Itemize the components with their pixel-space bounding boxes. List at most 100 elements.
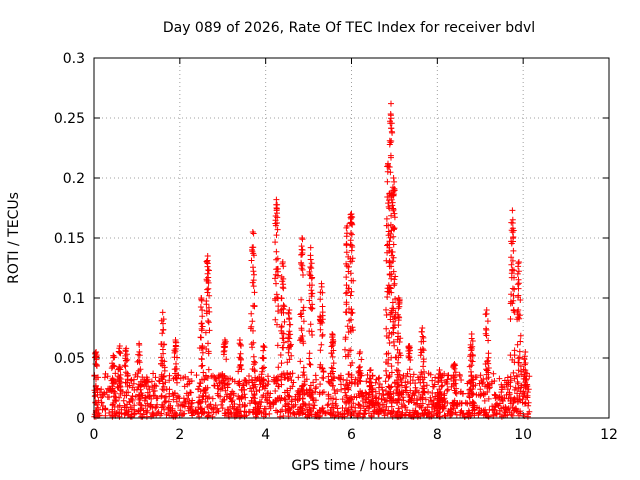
data-point [317,381,324,388]
data-point [380,392,387,399]
data-point [187,404,193,411]
data-point [407,357,414,363]
data-point [205,340,211,347]
data-point [258,399,265,406]
chart-title: Day 089 of 2026, Rate Of TEC Index for r… [163,20,535,36]
data-point [406,366,413,373]
y-tick-label: 0.1 [63,291,85,307]
data-point [328,409,335,416]
data-point [469,352,476,359]
data-point [288,397,295,403]
data-point [391,280,398,287]
data-point [114,376,121,383]
data-point [295,374,302,381]
data-point [366,390,373,396]
data-point [385,334,392,341]
data-point [516,312,523,319]
data-point [458,388,464,395]
data-point [433,404,440,411]
data-point [149,404,156,410]
data-point [417,346,424,353]
data-point [404,370,411,377]
data-point [145,383,152,390]
data-point [131,410,138,417]
data-point [274,321,280,328]
data-point [273,248,280,255]
data-point [238,394,245,401]
data-point [303,376,310,383]
data-point [199,313,206,320]
data-point [358,356,365,363]
data-point [387,112,394,119]
data-point [393,377,400,384]
data-point [375,410,382,417]
data-point [320,368,327,375]
data-point [315,410,322,416]
data-point [128,411,135,418]
data-point [309,301,316,308]
data-point [445,408,452,414]
data-point [485,413,492,420]
data-point [485,354,492,361]
data-point [251,252,257,259]
y-tick-label: 0.25 [54,111,85,127]
data-point [272,295,279,302]
data-point [251,303,258,310]
data-point [204,286,211,293]
data-point [470,390,477,397]
data-point [290,409,297,416]
data-point [135,370,141,377]
data-point [385,160,391,167]
data-point [298,296,305,303]
data-point [316,413,323,420]
data-point [435,375,442,382]
data-point [203,310,210,317]
data-point [324,402,331,409]
data-point [394,346,401,353]
data-point [341,385,348,392]
data-point [477,372,484,379]
data-point [431,381,438,388]
data-point [205,318,211,324]
data-point [355,381,362,387]
data-point [278,371,285,378]
data-point [274,214,281,221]
data-point [286,315,293,322]
data-point [493,410,499,416]
data-point [441,412,448,419]
data-point [226,394,233,401]
data-point [347,270,354,277]
data-point [106,410,113,416]
data-point [512,396,518,403]
data-point [515,263,522,270]
data-point [252,359,259,366]
data-point [221,347,228,354]
data-point [466,386,473,393]
data-point [277,352,284,358]
data-point [458,377,465,383]
data-point [319,303,326,310]
data-point [299,235,306,241]
data-point [279,330,286,337]
data-point [347,237,354,244]
data-point [219,384,226,391]
data-point [285,338,291,345]
data-point [391,210,398,217]
data-point [389,305,396,312]
data-point [412,401,419,408]
data-point [267,390,274,397]
data-point [199,349,206,356]
data-point [135,357,142,364]
data-point [387,388,394,395]
data-point [475,410,482,417]
data-point [477,386,484,393]
data-point [254,409,261,416]
data-point [358,390,365,397]
data-point [514,341,521,348]
data-point [125,389,132,396]
data-point [510,238,516,245]
data-point [511,386,518,393]
data-point [159,401,165,408]
data-point [367,375,374,382]
data-point [325,373,332,380]
